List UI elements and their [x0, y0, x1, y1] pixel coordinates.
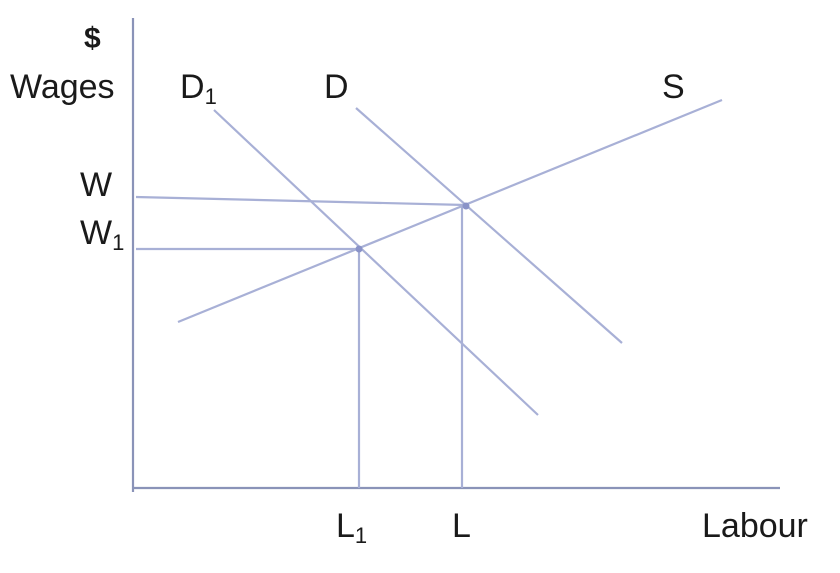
guide-w [135, 195, 467, 207]
curve-label-s: S [662, 68, 685, 106]
x-axis-label: Labour [702, 507, 808, 545]
curve-label-d1: D1 [180, 68, 217, 109]
equilibrium-point-d [462, 202, 470, 210]
demand-curve-d [355, 107, 623, 344]
labour-label-l: L [452, 507, 471, 545]
curve-label-d: D [324, 68, 349, 106]
wage-label-w1: W1 [80, 214, 124, 255]
demand-curve-d1 [213, 109, 539, 416]
equilibrium-point-d1 [355, 245, 363, 253]
labour-label-l1: L1 [336, 507, 367, 548]
supply-curve-s [177, 98, 723, 324]
wage-label-w: W [80, 166, 112, 204]
y-axis-unit: $ [84, 22, 101, 55]
y-axis-label: Wages [10, 68, 115, 106]
